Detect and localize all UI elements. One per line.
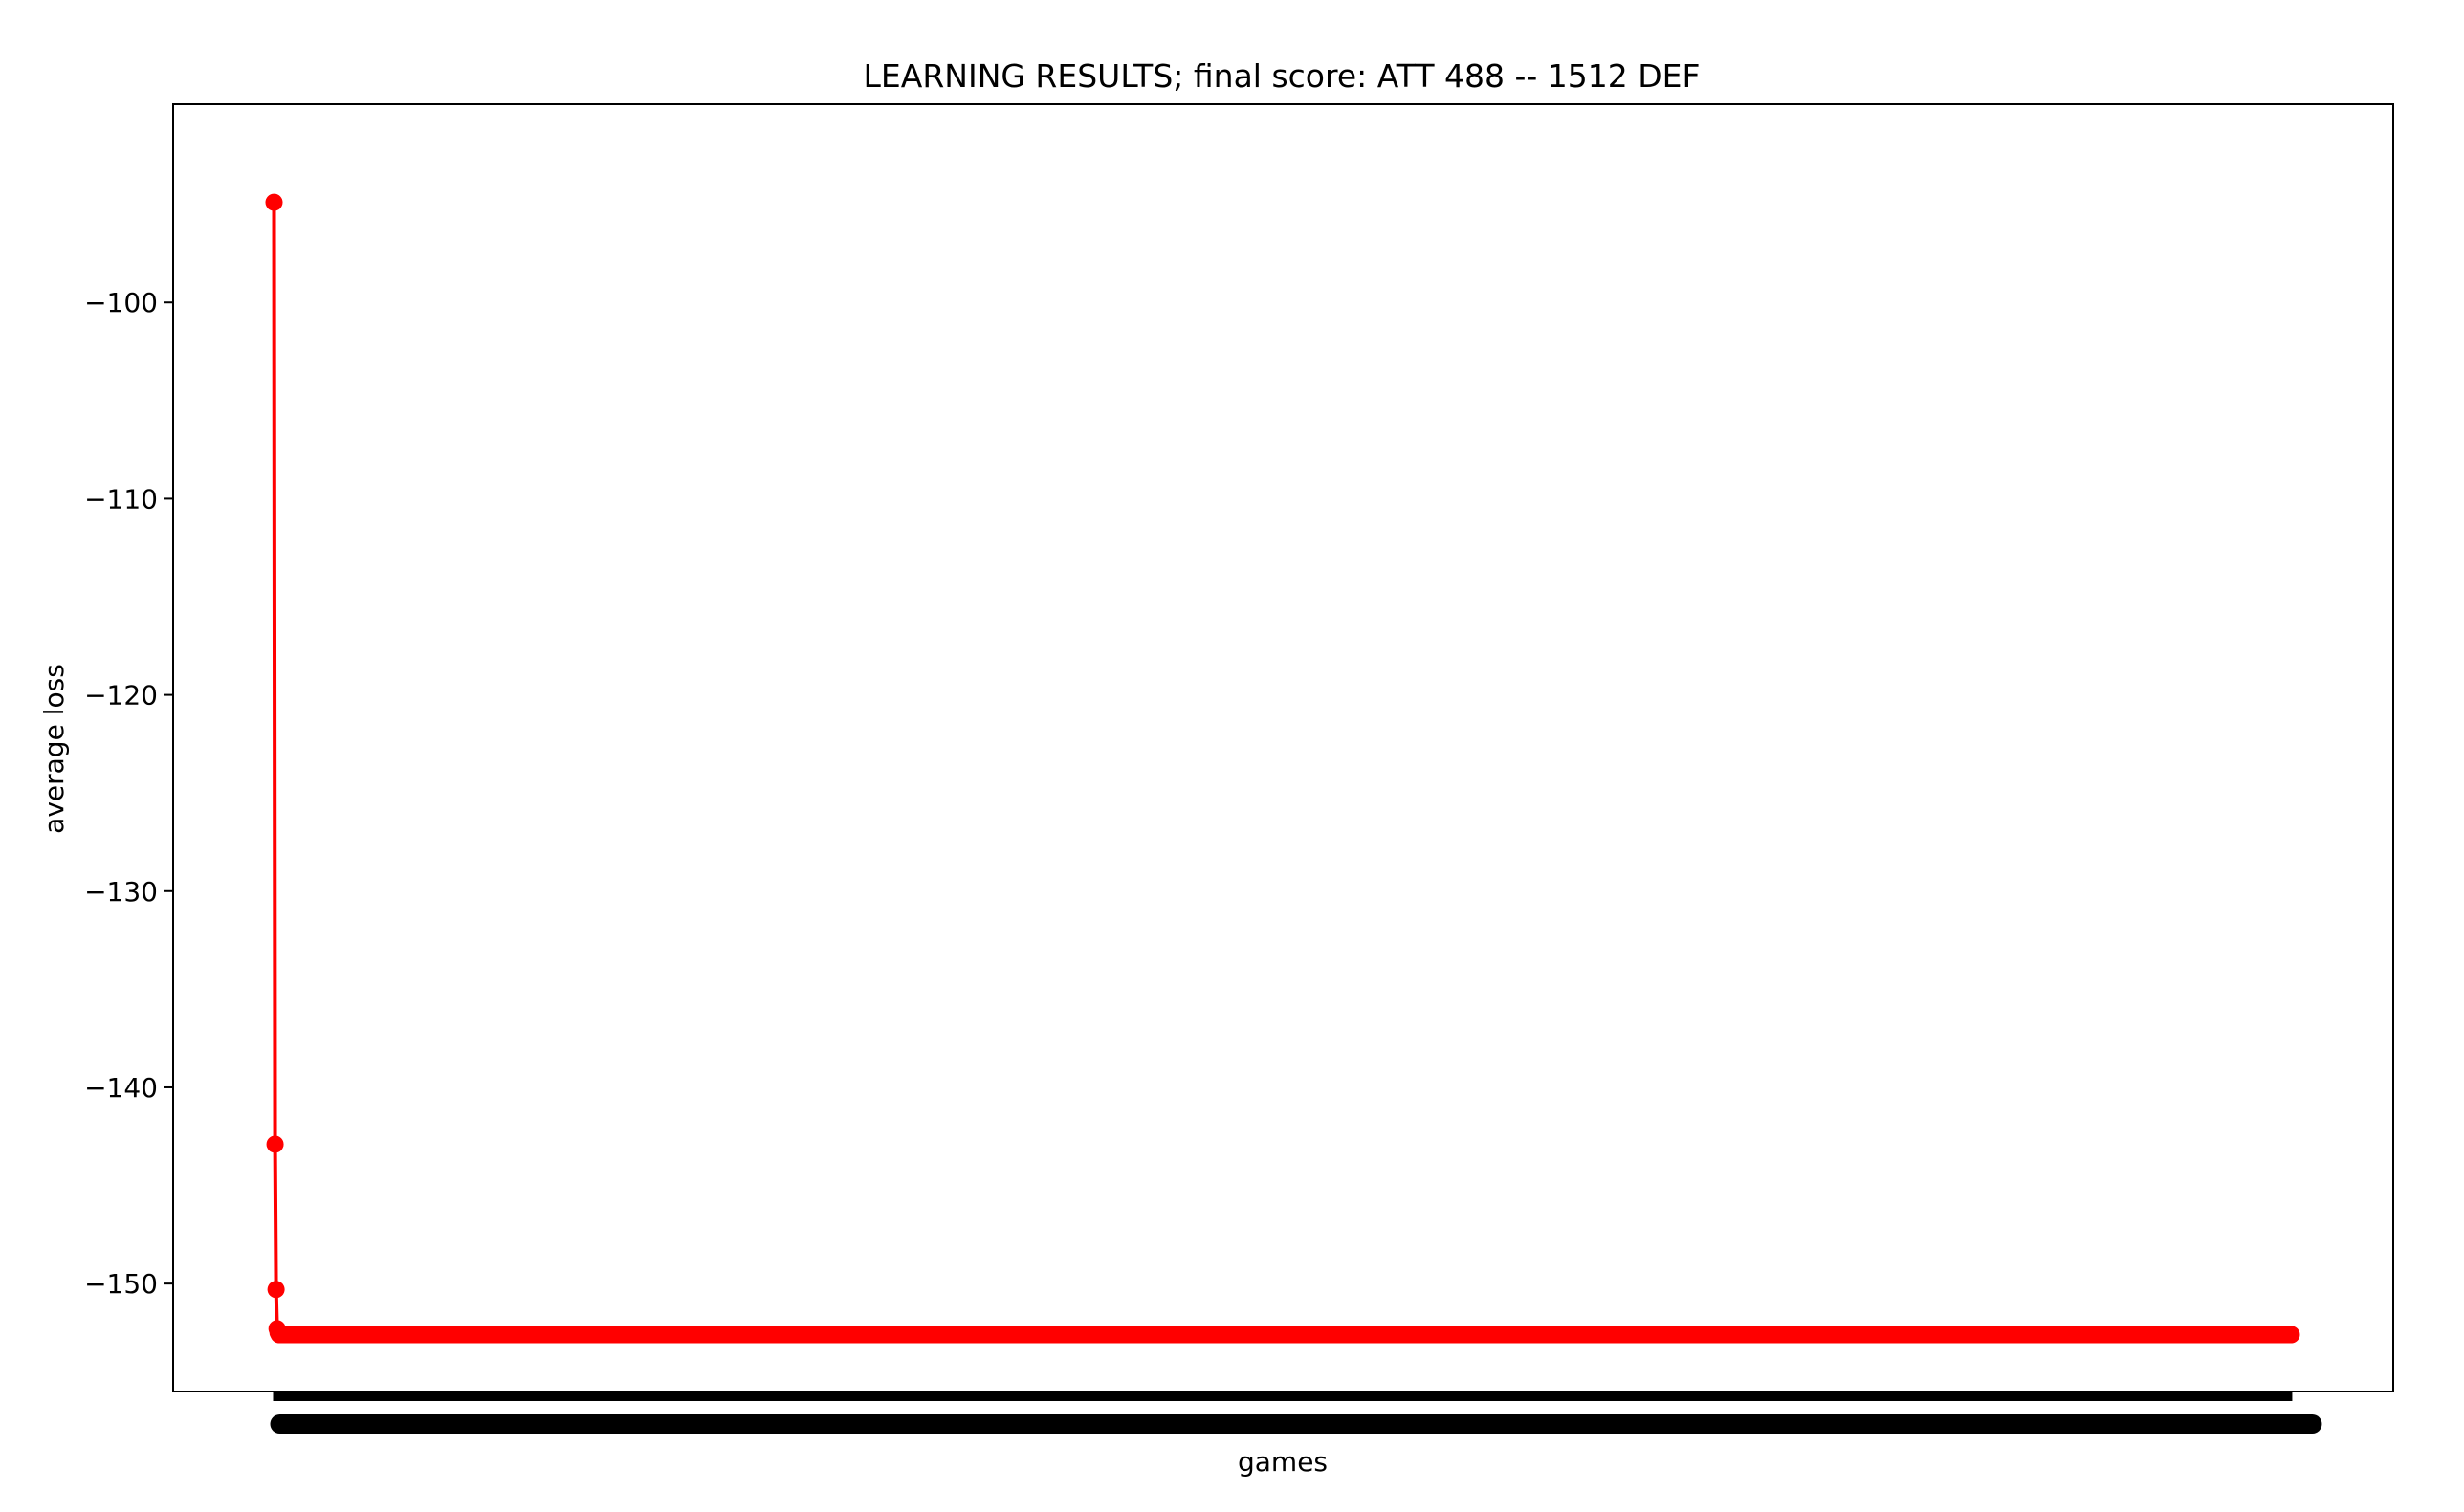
x-axis bbox=[270, 1391, 2322, 1434]
series-markers bbox=[265, 193, 2300, 1344]
data-point bbox=[2282, 1326, 2300, 1344]
y-tick-label: −140 bbox=[84, 1072, 158, 1104]
y-tick-label: −100 bbox=[84, 287, 158, 318]
y-axis: −100 −110 −120 −130 −140 −150 bbox=[84, 287, 173, 1300]
y-tick-label: −130 bbox=[84, 876, 158, 908]
series-group bbox=[265, 193, 2300, 1344]
y-tick-label: −150 bbox=[84, 1268, 158, 1300]
x-axis-label: games bbox=[1238, 1446, 1328, 1478]
data-point bbox=[266, 1135, 284, 1153]
x-tick-marks bbox=[273, 1391, 2293, 1401]
x-tick-labels bbox=[270, 1414, 2322, 1434]
y-tick-label: −110 bbox=[84, 483, 158, 515]
data-point bbox=[265, 193, 283, 211]
data-point bbox=[267, 1281, 285, 1299]
y-axis-label: average loss bbox=[38, 664, 70, 834]
y-tick-label: −120 bbox=[84, 680, 158, 712]
chart-title: LEARNING RESULTS; final score: ATT 488 -… bbox=[864, 57, 1701, 95]
